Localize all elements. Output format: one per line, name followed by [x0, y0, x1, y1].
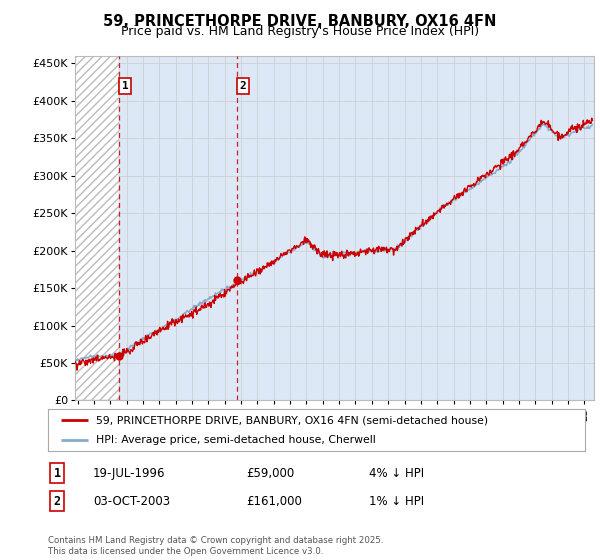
Text: 2: 2: [53, 494, 61, 508]
Text: HPI: Average price, semi-detached house, Cherwell: HPI: Average price, semi-detached house,…: [97, 435, 376, 445]
Text: £161,000: £161,000: [246, 494, 302, 508]
Text: 2: 2: [239, 81, 246, 91]
Text: 59, PRINCETHORPE DRIVE, BANBURY, OX16 4FN (semi-detached house): 59, PRINCETHORPE DRIVE, BANBURY, OX16 4F…: [97, 415, 488, 425]
Text: Contains HM Land Registry data © Crown copyright and database right 2025.
This d: Contains HM Land Registry data © Crown c…: [48, 536, 383, 556]
Text: £59,000: £59,000: [246, 466, 294, 480]
Text: 1: 1: [122, 81, 128, 91]
Text: 19-JUL-1996: 19-JUL-1996: [93, 466, 166, 480]
Text: 03-OCT-2003: 03-OCT-2003: [93, 494, 170, 508]
Text: 1: 1: [53, 466, 61, 480]
Text: Price paid vs. HM Land Registry's House Price Index (HPI): Price paid vs. HM Land Registry's House …: [121, 25, 479, 38]
Text: 1% ↓ HPI: 1% ↓ HPI: [369, 494, 424, 508]
Text: 4% ↓ HPI: 4% ↓ HPI: [369, 466, 424, 480]
Text: 59, PRINCETHORPE DRIVE, BANBURY, OX16 4FN: 59, PRINCETHORPE DRIVE, BANBURY, OX16 4F…: [103, 14, 497, 29]
